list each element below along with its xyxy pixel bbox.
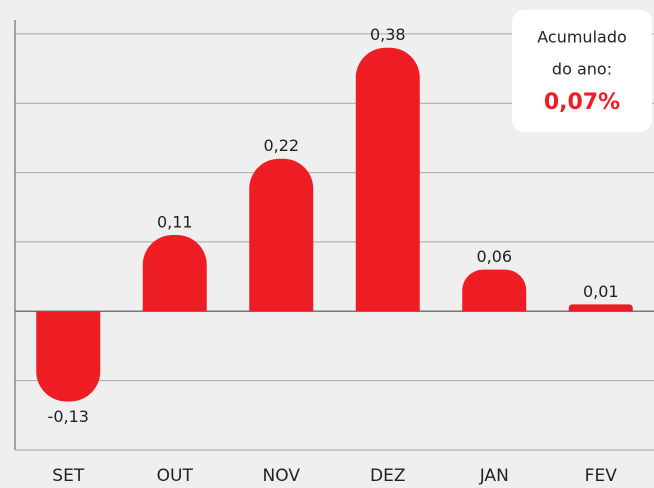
value-label: 0,22 xyxy=(263,136,299,155)
x-tick-label: NOV xyxy=(263,466,301,486)
annotation-value: 0,07% xyxy=(544,90,620,115)
x-tick-label: SET xyxy=(52,466,85,486)
annotation-box xyxy=(512,10,652,132)
bar xyxy=(249,158,314,312)
value-label: -0,13 xyxy=(48,407,89,426)
x-tick-label: OUT xyxy=(157,466,194,486)
value-label: 0,01 xyxy=(583,282,619,301)
annotation-text: Acumulado xyxy=(537,28,627,47)
value-label: 0,38 xyxy=(370,25,406,44)
value-label: 0,11 xyxy=(157,213,193,232)
bar xyxy=(142,235,207,312)
bar xyxy=(462,269,527,312)
value-label: 0,06 xyxy=(476,247,512,266)
annotation-text: do ano: xyxy=(552,60,612,79)
x-tick-label: JAN xyxy=(479,466,509,486)
bar xyxy=(36,311,101,402)
bar xyxy=(355,47,420,312)
bar xyxy=(568,304,633,312)
x-tick-label: FEV xyxy=(585,466,618,486)
x-tick-label: DEZ xyxy=(370,466,405,486)
